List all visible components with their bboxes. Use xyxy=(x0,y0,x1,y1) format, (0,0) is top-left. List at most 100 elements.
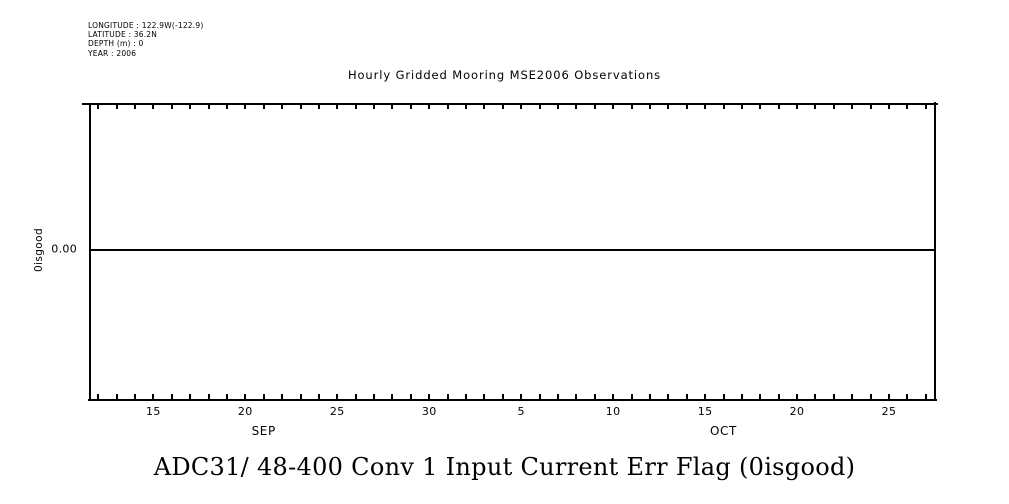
axis-top xyxy=(89,103,938,105)
x-tick-top xyxy=(593,103,596,109)
metadata-depth: DEPTH (m) : 0 xyxy=(88,39,144,49)
x-tick-top xyxy=(465,103,468,109)
x-tick-bottom xyxy=(556,394,559,401)
axis-bottom xyxy=(88,399,937,401)
x-tick-top xyxy=(740,103,743,109)
x-tick-label: 25 xyxy=(329,405,345,418)
x-tick-top xyxy=(924,103,927,109)
x-tick-top xyxy=(667,103,670,109)
x-tick-bottom xyxy=(722,394,725,401)
x-tick-top xyxy=(115,103,118,109)
x-tick-bottom xyxy=(796,394,799,401)
x-tick-top xyxy=(575,103,578,109)
metadata-block: LONGITUDE : 122.9W(-122.9) LATITUDE : 36… xyxy=(88,21,203,58)
plot-area: 0.00 15 20 25 30 5 10 15 20 25 SEP OCT xyxy=(51,102,938,438)
bottom-caption: ADC31/ 48-400 Conv 1 Input Current Err F… xyxy=(153,453,856,481)
x-tick-top xyxy=(354,103,357,109)
x-tick-bottom xyxy=(612,394,615,401)
x-tick-top xyxy=(133,103,136,109)
x-tick-top xyxy=(446,103,449,109)
x-tick-bottom xyxy=(832,394,835,401)
x-tick-bottom xyxy=(851,394,854,401)
x-tick-top xyxy=(483,103,486,109)
y-axis-title: 0isgood xyxy=(33,227,45,273)
x-tick-bottom xyxy=(630,394,633,401)
x-tick-top xyxy=(906,103,909,109)
x-tick-bottom xyxy=(152,394,155,401)
x-tick-top xyxy=(262,103,265,109)
x-tick-top xyxy=(851,103,854,109)
x-tick-top xyxy=(832,103,835,109)
metadata-year: YEAR : 2006 xyxy=(88,48,137,58)
x-tick-bottom xyxy=(888,394,891,401)
x-tick-bottom xyxy=(317,394,320,401)
x-tick-bottom xyxy=(648,394,651,401)
x-tick-top xyxy=(759,103,762,109)
x-tick-top xyxy=(612,103,615,109)
x-tick-top xyxy=(869,103,872,109)
x-tick-bottom xyxy=(225,394,228,401)
x-tick-bottom xyxy=(97,394,100,401)
y-tick-right-zero xyxy=(928,103,936,105)
axis-left xyxy=(89,103,91,401)
x-tick-top xyxy=(170,103,173,109)
x-tick-label: 10 xyxy=(605,405,621,418)
data-series-err-flag xyxy=(89,249,935,251)
x-tick-top xyxy=(152,103,155,109)
x-tick-bottom xyxy=(667,394,670,401)
x-tick-bottom xyxy=(336,394,339,401)
x-tick-top xyxy=(97,103,100,109)
x-tick-top xyxy=(409,103,412,109)
x-tick-bottom xyxy=(869,394,872,401)
x-tick-bottom xyxy=(501,394,504,401)
x-tick-bottom xyxy=(538,394,541,401)
x-tick-bottom xyxy=(924,394,927,401)
x-tick-bottom xyxy=(446,394,449,401)
x-tick-bottom xyxy=(704,394,707,401)
x-tick-bottom xyxy=(520,394,523,401)
x-tick-bottom xyxy=(814,394,817,401)
x-tick-bottom xyxy=(133,394,136,401)
x-tick-label: 20 xyxy=(789,405,805,418)
month-label: SEP xyxy=(251,424,276,438)
x-tick-label: 5 xyxy=(517,405,525,418)
x-tick-top xyxy=(777,103,780,109)
y-tick-left-zero xyxy=(82,103,90,105)
x-tick-top xyxy=(630,103,633,109)
x-tick-bottom xyxy=(354,394,357,401)
plot-title: Hourly Gridded Mooring MSE2006 Observati… xyxy=(347,68,662,82)
metadata-latitude: LATITUDE : 36.2N xyxy=(88,30,158,40)
metadata-longitude: LONGITUDE : 122.9W(-122.9) xyxy=(88,21,204,30)
x-tick-label: 20 xyxy=(237,405,253,418)
x-tick-bottom xyxy=(373,394,376,401)
x-tick-top xyxy=(888,103,891,109)
x-tick-top xyxy=(685,103,688,109)
x-tick-label: 30 xyxy=(421,405,437,418)
x-tick-top xyxy=(225,103,228,109)
axis-right xyxy=(934,102,936,401)
x-tick-bottom xyxy=(759,394,762,401)
x-tick-label: 25 xyxy=(881,405,897,418)
x-tick-top xyxy=(722,103,725,109)
x-tick-bottom xyxy=(170,394,173,401)
x-tick-top xyxy=(648,103,651,109)
x-tick-bottom xyxy=(207,394,210,401)
x-tick-bottom xyxy=(593,394,596,401)
x-tick-top xyxy=(556,103,559,109)
x-tick-bottom xyxy=(428,394,431,401)
x-tick-bottom xyxy=(483,394,486,401)
x-tick-top xyxy=(538,103,541,109)
x-tick-top xyxy=(207,103,210,109)
x-tick-top xyxy=(501,103,504,109)
x-tick-bottom xyxy=(299,394,302,401)
x-tick-bottom xyxy=(281,394,284,401)
x-tick-bottom xyxy=(685,394,688,401)
month-label: OCT xyxy=(710,424,737,438)
x-tick-bottom xyxy=(906,394,909,401)
x-tick-top xyxy=(520,103,523,109)
x-tick-top xyxy=(704,103,707,109)
x-tick-bottom xyxy=(115,394,118,401)
y-tick-label-zero: 0.00 xyxy=(51,242,77,256)
x-tick-top xyxy=(391,103,394,109)
x-tick-bottom xyxy=(391,394,394,401)
